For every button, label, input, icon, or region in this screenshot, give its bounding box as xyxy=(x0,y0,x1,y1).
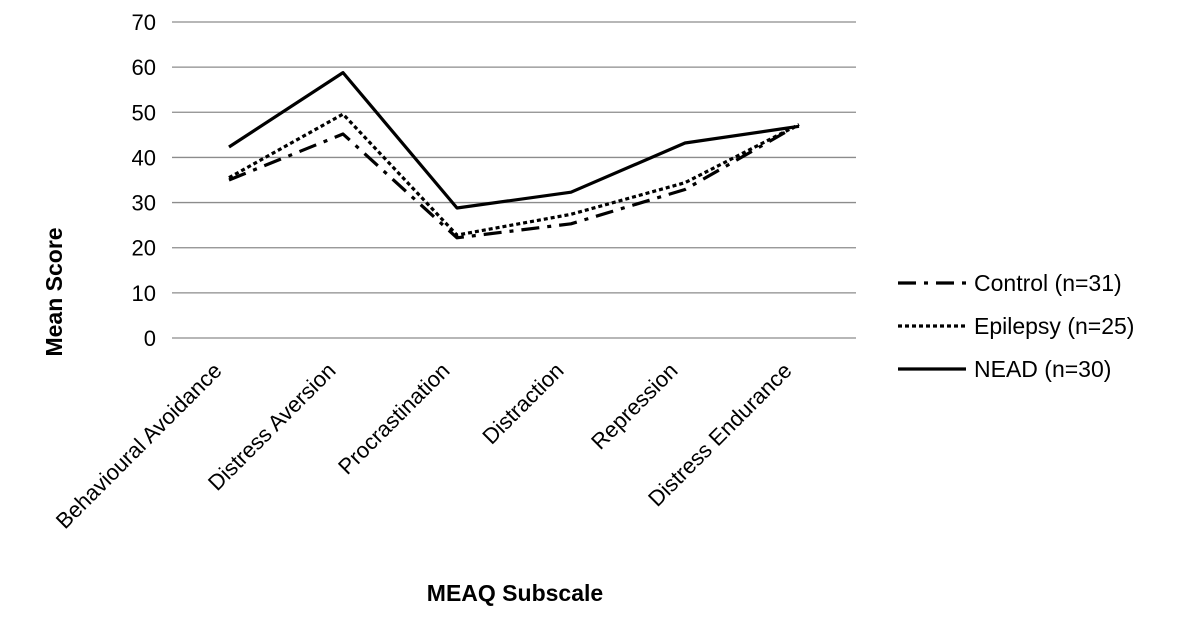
y-tick-label: 20 xyxy=(132,236,156,261)
series-lines xyxy=(228,70,800,240)
series-line-3 xyxy=(228,70,800,210)
y-tick-label: 0 xyxy=(144,326,156,351)
y-tick-label: 30 xyxy=(132,191,156,216)
gridlines xyxy=(172,21,856,339)
x-tick-label: Distraction xyxy=(477,358,568,449)
y-tick-label: 60 xyxy=(132,55,156,80)
x-axis-title: MEAQ Subscale xyxy=(427,580,603,606)
series-line-1 xyxy=(228,123,800,240)
legend: Control (n=31) Epilepsy (n=25) NEAD (n=30) xyxy=(898,270,1134,382)
x-tick-label: Behavioural Avoidance xyxy=(51,358,227,534)
legend-label: Control (n=31) xyxy=(974,270,1122,296)
legend-label: NEAD (n=30) xyxy=(974,356,1111,382)
x-tick-label: Procrastination xyxy=(333,358,454,479)
y-tick-label: 40 xyxy=(132,145,156,170)
y-tick-label: 70 xyxy=(132,10,156,35)
series-line-2 xyxy=(228,112,800,237)
y-tick-label: 10 xyxy=(132,281,156,306)
legend-label: Epilepsy (n=25) xyxy=(974,313,1134,339)
y-tick-label: 50 xyxy=(132,100,156,125)
y-tick-labels: 0 10 20 30 40 50 60 70 xyxy=(132,10,156,351)
y-axis-title: Mean Score xyxy=(41,227,67,356)
x-tick-label: Repression xyxy=(586,358,682,454)
x-tick-label: Distress Aversion xyxy=(203,358,341,496)
